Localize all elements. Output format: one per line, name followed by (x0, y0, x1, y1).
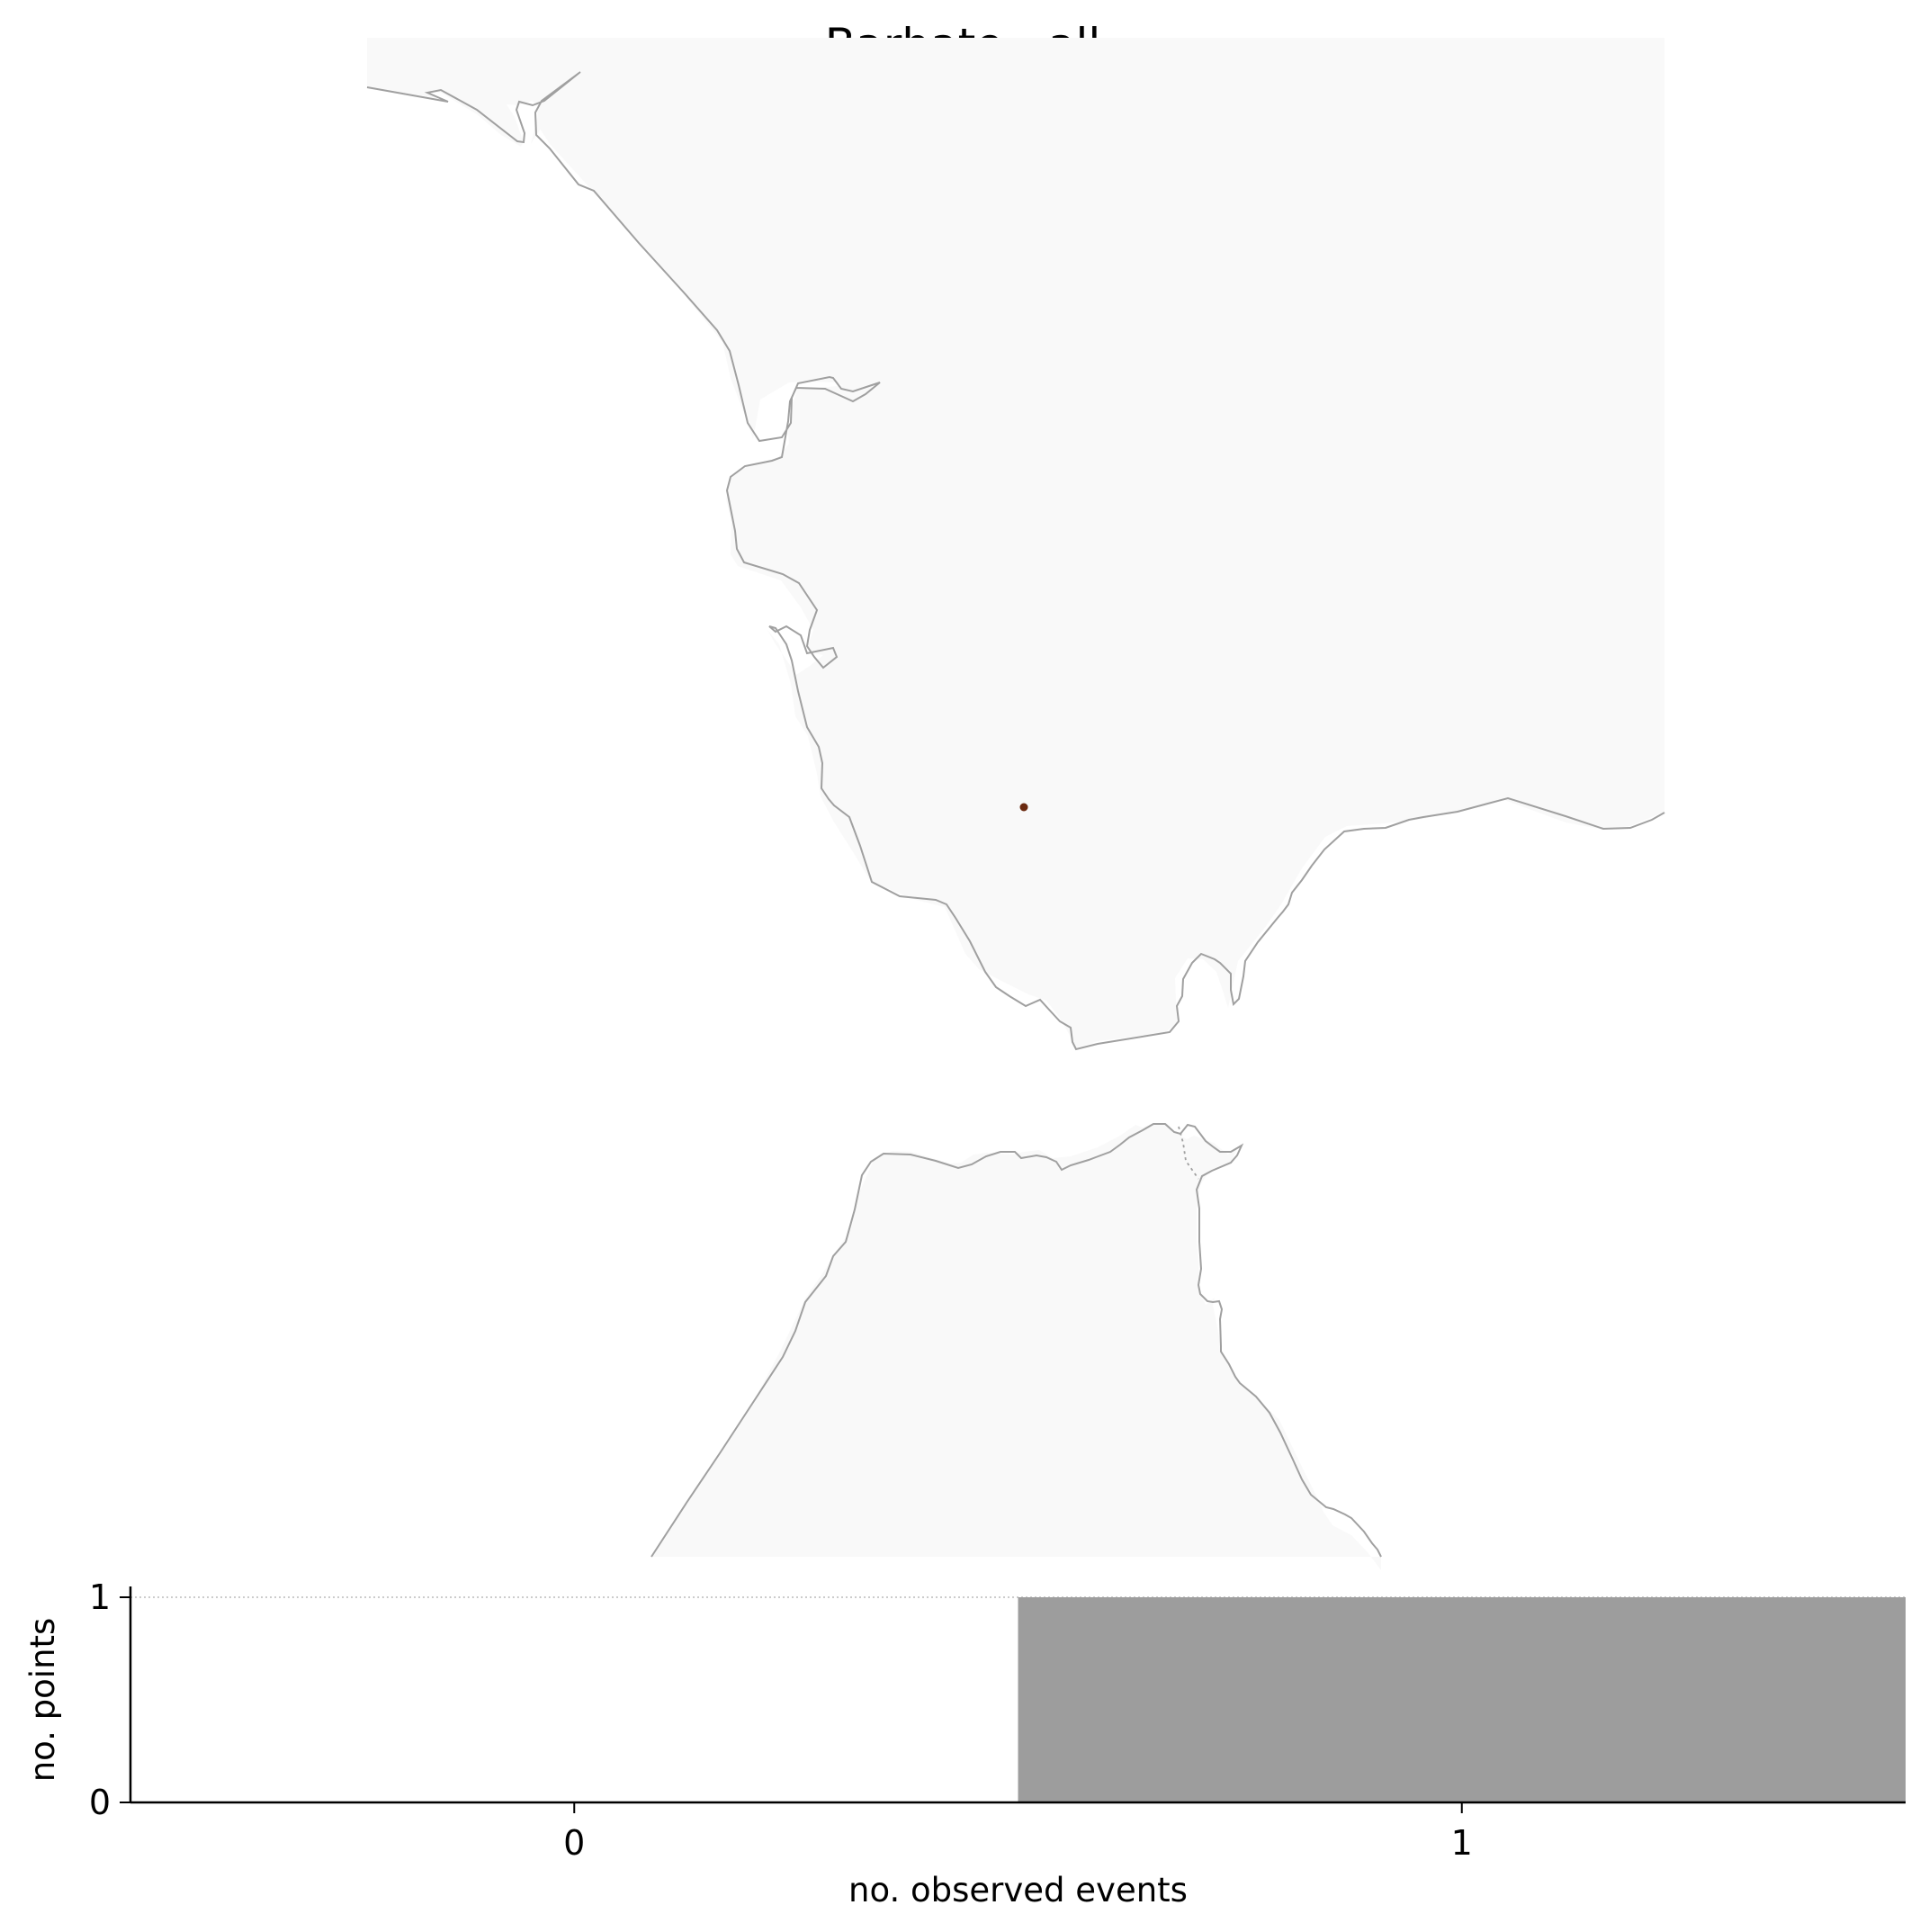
land-iberia (367, 38, 1664, 1048)
histogram-panel: 0 1 0 1 no. observed events no. points (23, 1577, 1906, 1910)
x-tick-label-0: 0 (563, 1823, 585, 1863)
coast-iberia (366, 71, 1665, 1051)
coast-africa (650, 1123, 1382, 1558)
bar-1 (1018, 1597, 1906, 1802)
observation-point-marker (1019, 803, 1028, 812)
map-panel (366, 38, 1665, 1570)
border-line (1178, 1126, 1199, 1180)
x-tick-label-1: 1 (1451, 1823, 1473, 1863)
y-tick-label-1: 1 (89, 1577, 111, 1617)
land-africa (651, 1123, 1381, 1570)
x-axis-label: no. observed events (848, 1871, 1188, 1910)
y-tick-label-0: 0 (89, 1783, 111, 1822)
y-axis-label: no. points (23, 1618, 62, 1783)
